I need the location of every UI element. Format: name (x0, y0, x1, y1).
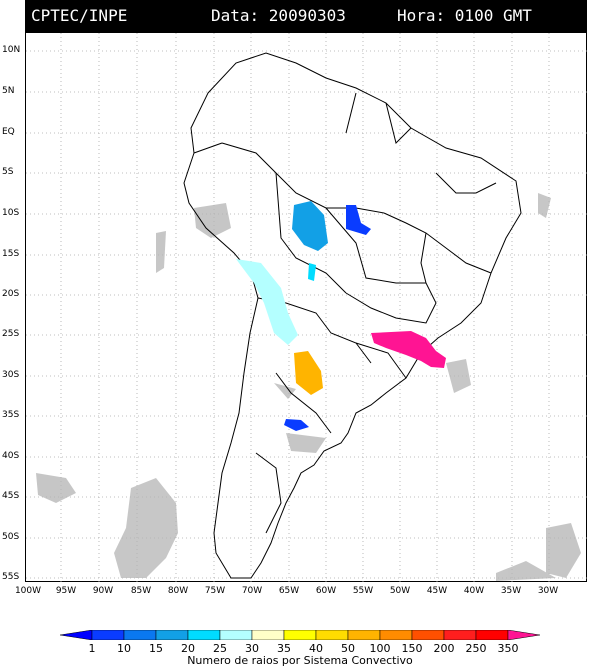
title-bar: CPTEC/INPE Data: 20090303 Hora: 0100 GMT (25, 0, 587, 32)
colorbar-segment (60, 630, 93, 640)
lon-label: 75W (204, 586, 226, 596)
lat-label: EQ (2, 127, 15, 137)
lat-label: 45S (2, 491, 20, 501)
lat-label: 10N (2, 45, 21, 55)
lon-label: 45W (426, 586, 448, 596)
legend-value: 25 (213, 642, 227, 655)
legend-value: 100 (369, 642, 391, 655)
legend-value: 30 (245, 642, 259, 655)
graticule (26, 33, 588, 583)
date-label: Data: 20090303 (211, 6, 346, 25)
magenta-cluster-sao-paulo (371, 331, 446, 368)
lat-label: 40S (2, 451, 20, 461)
lon-label: 35W (500, 586, 522, 596)
legend-value: 1 (88, 642, 96, 655)
colorbar-segment (155, 630, 189, 640)
legend-value: 35 (277, 642, 291, 655)
coastlines (183, 52, 522, 579)
colorbar-segment (379, 630, 413, 640)
lon-label: 80W (167, 586, 189, 596)
lat-label: 50S (2, 532, 20, 542)
colorbar-segment (347, 630, 381, 640)
lon-label: 60W (315, 586, 337, 596)
blue-cluster-mato-grosso (346, 205, 371, 235)
legend-value: 200 (433, 642, 455, 655)
colorbar-segment (123, 630, 157, 640)
cyan-cluster-rondonia-tail (308, 263, 316, 281)
colorbar-segment (283, 630, 317, 640)
legend-value: 20 (181, 642, 195, 655)
lat-label: 5N (2, 86, 15, 96)
lat-label: 25S (2, 329, 20, 339)
colorbar-segment (91, 630, 125, 640)
lon-label: 30W (537, 586, 559, 596)
legend-value: 10 (117, 642, 131, 655)
lon-label: 85W (130, 586, 152, 596)
lon-label: 55W (352, 586, 374, 596)
lon-label: 95W (55, 586, 77, 596)
cloud-cover (36, 193, 581, 581)
lat-label: 20S (2, 289, 20, 299)
lon-label: 50W (389, 586, 411, 596)
orange-cluster-argentina (294, 351, 323, 395)
lon-label: 70W (241, 586, 263, 596)
legend-value: 15 (149, 642, 163, 655)
colorbar-segment (187, 630, 221, 640)
light-cyan-cluster-bolivia (236, 259, 298, 345)
lon-label: 65W (278, 586, 300, 596)
lon-label: 90W (92, 586, 114, 596)
colorbar-segment (475, 630, 509, 640)
legend-title: Numero de raios por Sistema Convectivo (187, 654, 413, 667)
lat-label: 15S (2, 249, 20, 259)
legend-value: 350 (497, 642, 519, 655)
colorbar-segment (219, 630, 253, 640)
map-canvas (26, 33, 588, 583)
lon-label: 100W (14, 586, 42, 596)
colorbar-segment (443, 630, 477, 640)
lat-label: 10S (2, 208, 20, 218)
blue-cluster-patagonia (284, 419, 309, 431)
colorbar-segment (315, 630, 349, 640)
map-frame (25, 32, 588, 583)
colorbar-segment (507, 630, 540, 640)
cyan-cluster-rondonia (292, 201, 328, 251)
legend-value: 250 (465, 642, 487, 655)
colorbar (60, 630, 540, 640)
hour-label: Hora: 0100 GMT (397, 6, 532, 25)
lon-label: 40W (463, 586, 485, 596)
lat-label: 55S (2, 572, 20, 582)
legend-value: 40 (309, 642, 323, 655)
source-label: CPTEC/INPE (31, 6, 128, 25)
lightning-clusters (236, 201, 446, 431)
colorbar-segment (251, 630, 285, 640)
colorbar-segment (411, 630, 445, 640)
lat-label: 30S (2, 370, 20, 380)
lat-label: 35S (2, 410, 20, 420)
legend-value: 50 (341, 642, 355, 655)
legend-value: 150 (401, 642, 423, 655)
lat-label: 5S (2, 167, 14, 177)
